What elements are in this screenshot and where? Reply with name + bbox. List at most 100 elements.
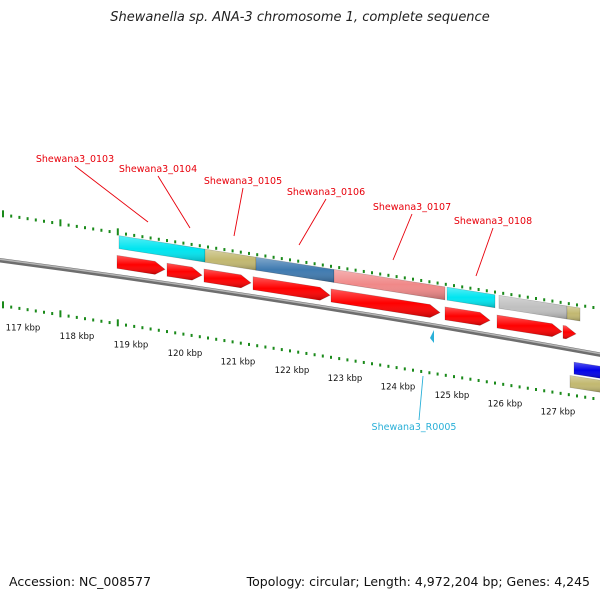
tick-mark <box>75 224 78 228</box>
ruler-label: 118 kbp <box>60 332 95 342</box>
category-feature-shade <box>119 235 205 263</box>
tick-mark <box>174 331 177 335</box>
category-feature-shade <box>567 306 580 322</box>
tick-marks <box>2 210 595 401</box>
category-feature-shade <box>447 287 495 308</box>
tick-mark <box>215 246 218 250</box>
tick-mark <box>289 349 291 353</box>
tick-mark <box>256 344 259 348</box>
cds-feature-shade <box>563 325 576 339</box>
tick-mark <box>280 348 283 352</box>
tick-mark <box>444 373 447 377</box>
tick-mark <box>502 291 505 295</box>
tick-mark <box>272 255 275 259</box>
tick-mark <box>100 228 103 232</box>
tick-mark <box>125 323 127 327</box>
tick-mark <box>190 242 193 246</box>
tick-mark <box>567 302 570 306</box>
tick-mark <box>453 284 455 288</box>
cds-feature-shade <box>253 276 330 301</box>
ruler-label: 123 kbp <box>328 374 363 384</box>
callout-line <box>392 213 413 261</box>
tick-mark <box>362 269 365 273</box>
map-title: Shewanella sp. ANA-3 chromosome 1, compl… <box>110 10 490 25</box>
tick-mark <box>420 278 423 282</box>
tick-mark <box>313 353 316 357</box>
gene-label: Shewana3_0103 <box>36 154 114 165</box>
tick-mark <box>420 369 423 373</box>
cds-feature-shade <box>445 306 490 326</box>
tick-mark <box>526 295 529 299</box>
gene-label: Shewana3_0108 <box>454 216 532 227</box>
tick-mark <box>198 244 201 248</box>
tick-mark <box>133 324 136 328</box>
tick-mark <box>543 389 546 393</box>
tick-mark <box>371 362 373 366</box>
tick-mark <box>428 280 431 284</box>
cds-feature-shade <box>331 288 440 318</box>
callout-line <box>475 227 494 277</box>
tick-mark <box>395 366 398 370</box>
ruler-label: 120 kbp <box>168 349 203 359</box>
tick-mark <box>297 259 300 263</box>
tick-mark <box>116 319 119 327</box>
tick-mark <box>502 382 505 386</box>
ruler-label: 121 kbp <box>221 357 256 367</box>
tick-mark <box>231 340 234 344</box>
tick-mark <box>305 351 308 355</box>
tick-mark <box>510 293 513 297</box>
tick-mark <box>412 368 414 372</box>
tick-mark <box>157 237 160 241</box>
tick-mark <box>346 358 349 362</box>
ruler-label: 117 kbp <box>6 324 41 334</box>
tick-mark <box>51 221 54 225</box>
backbone-highlight <box>0 258 600 355</box>
tick-mark <box>141 326 144 330</box>
tick-mark <box>43 310 45 314</box>
tick-mark <box>100 319 103 323</box>
tick-mark <box>592 306 595 310</box>
tick-mark <box>584 395 587 399</box>
tick-mark <box>231 249 234 253</box>
tick-mark <box>444 282 447 286</box>
tick-mark <box>510 384 513 388</box>
tick-mark <box>174 240 177 244</box>
tick-mark <box>567 393 570 397</box>
other-feature-shade <box>574 362 600 379</box>
tick-mark <box>428 371 431 375</box>
tick-mark <box>92 318 95 322</box>
tick-mark <box>403 276 406 280</box>
tick-mark <box>75 315 78 319</box>
tick-mark <box>207 336 209 340</box>
ruler-label: 127 kbp <box>541 408 576 418</box>
tick-mark <box>248 251 250 255</box>
labels: 117 kbp 118 kbp 119 kbp 120 kbp 121 kbp 122 k… <box>6 154 576 433</box>
tick-mark <box>223 339 226 343</box>
tick-mark <box>116 228 119 236</box>
tick-mark <box>576 303 578 307</box>
category-feature-shade <box>334 269 445 300</box>
tick-mark <box>149 236 152 240</box>
tick-mark <box>330 264 332 268</box>
rna-marker <box>430 330 434 343</box>
callout-line <box>157 175 191 229</box>
tick-mark <box>26 308 29 312</box>
tick-mark <box>108 230 111 234</box>
tick-mark <box>313 262 316 266</box>
tick-mark <box>412 277 414 281</box>
tick-mark <box>51 312 54 316</box>
summary-text: Topology: circular; Length: 4,972,204 bp… <box>246 574 590 589</box>
tick-mark <box>2 301 4 309</box>
ruler-label: 126 kbp <box>488 399 523 409</box>
tick-mark <box>198 335 201 339</box>
tick-mark <box>477 287 480 291</box>
tick-mark <box>559 391 562 395</box>
tick-mark <box>338 266 341 270</box>
tick-mark <box>125 232 127 236</box>
tick-mark <box>338 357 341 361</box>
cds-feature-shade <box>204 269 251 288</box>
tick-mark <box>518 294 521 298</box>
tick-mark <box>264 254 267 258</box>
tick-mark <box>485 380 488 384</box>
